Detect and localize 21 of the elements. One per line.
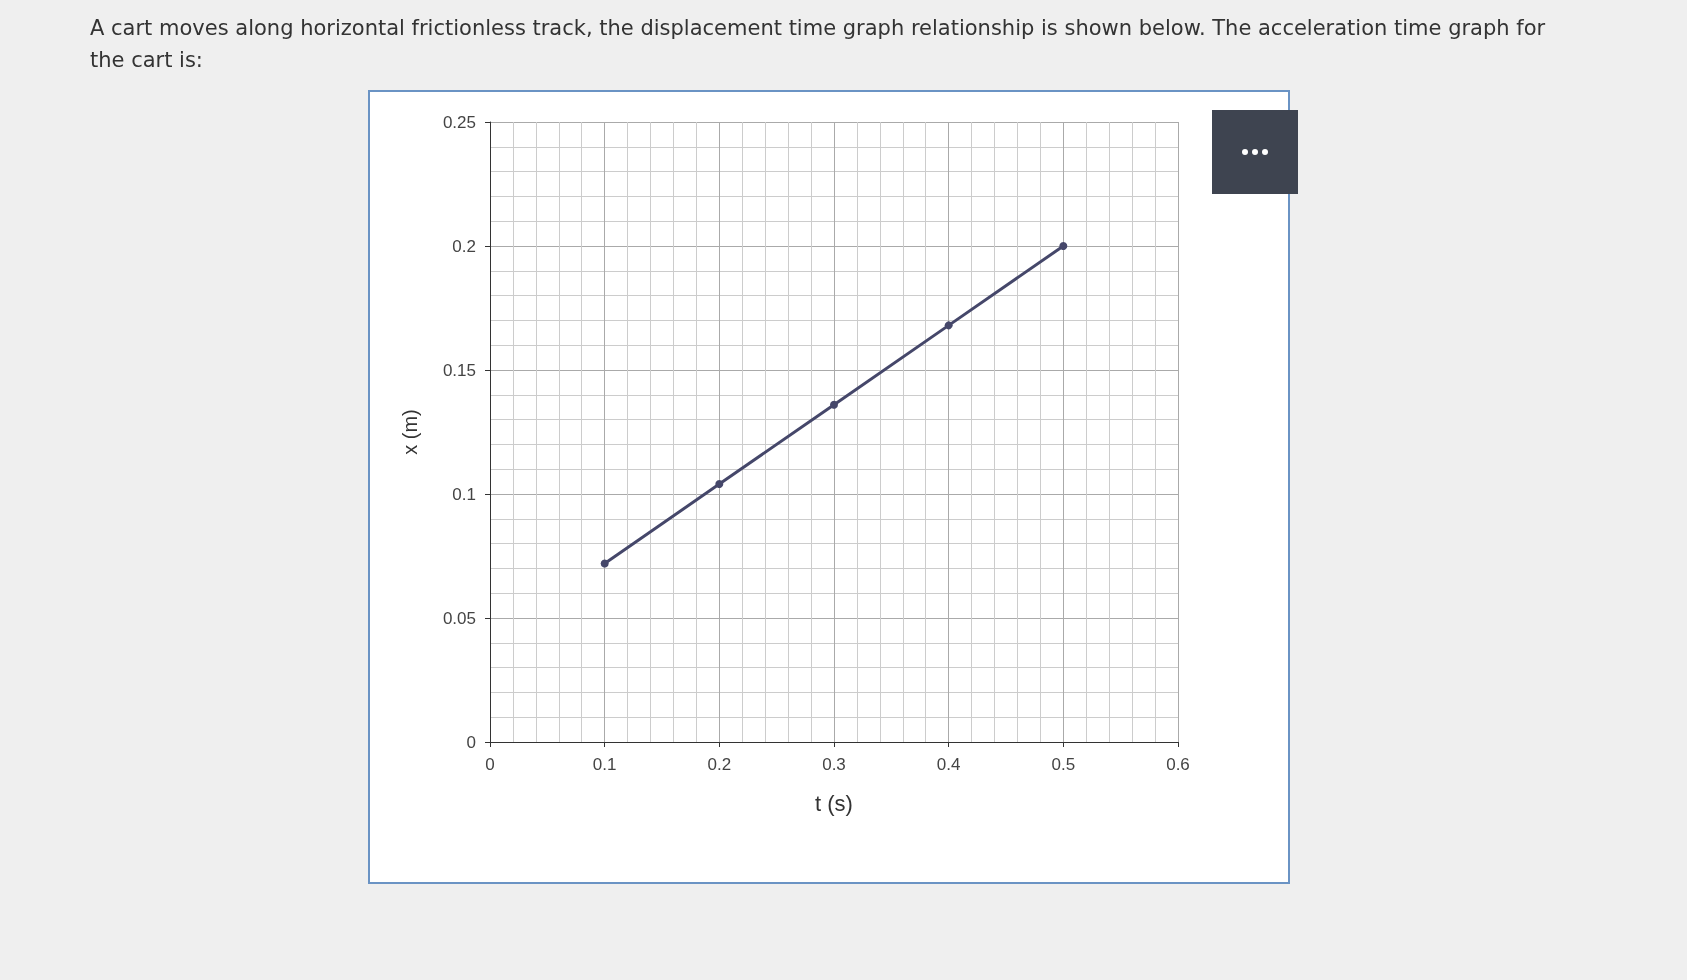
y-tick-label: 0.2 xyxy=(452,236,476,256)
x-tick-label: 0.2 xyxy=(707,755,732,774)
y-tick-label: 0 xyxy=(466,732,476,752)
y-axis-title: x (m) xyxy=(399,409,421,455)
y-tick-label: 0.25 xyxy=(442,112,476,132)
x-tick-label: 0.1 xyxy=(592,755,617,774)
point xyxy=(830,400,838,409)
x-tick-label: 0 xyxy=(485,755,495,774)
x-tick-label: 0.5 xyxy=(1051,755,1076,774)
x-tick-label: 0.4 xyxy=(936,755,961,774)
point xyxy=(944,321,953,330)
point xyxy=(600,559,609,568)
chart-title: A cart moves along horizontal frictionless track, the displacement time graph relationship is shown below. The acceleration time graph for the cart is: xyxy=(90,15,1547,74)
x-tick-label: 0.3 xyxy=(822,755,846,774)
x-axis-title: t (s) xyxy=(815,790,853,816)
x-tick-label: 0.6 xyxy=(1166,755,1190,774)
y-tick-label: 0.1 xyxy=(452,484,476,504)
y-tick-label: 0.15 xyxy=(442,360,476,380)
y-tick-label: 0.05 xyxy=(442,608,476,628)
point xyxy=(1059,242,1068,250)
point xyxy=(715,480,724,489)
